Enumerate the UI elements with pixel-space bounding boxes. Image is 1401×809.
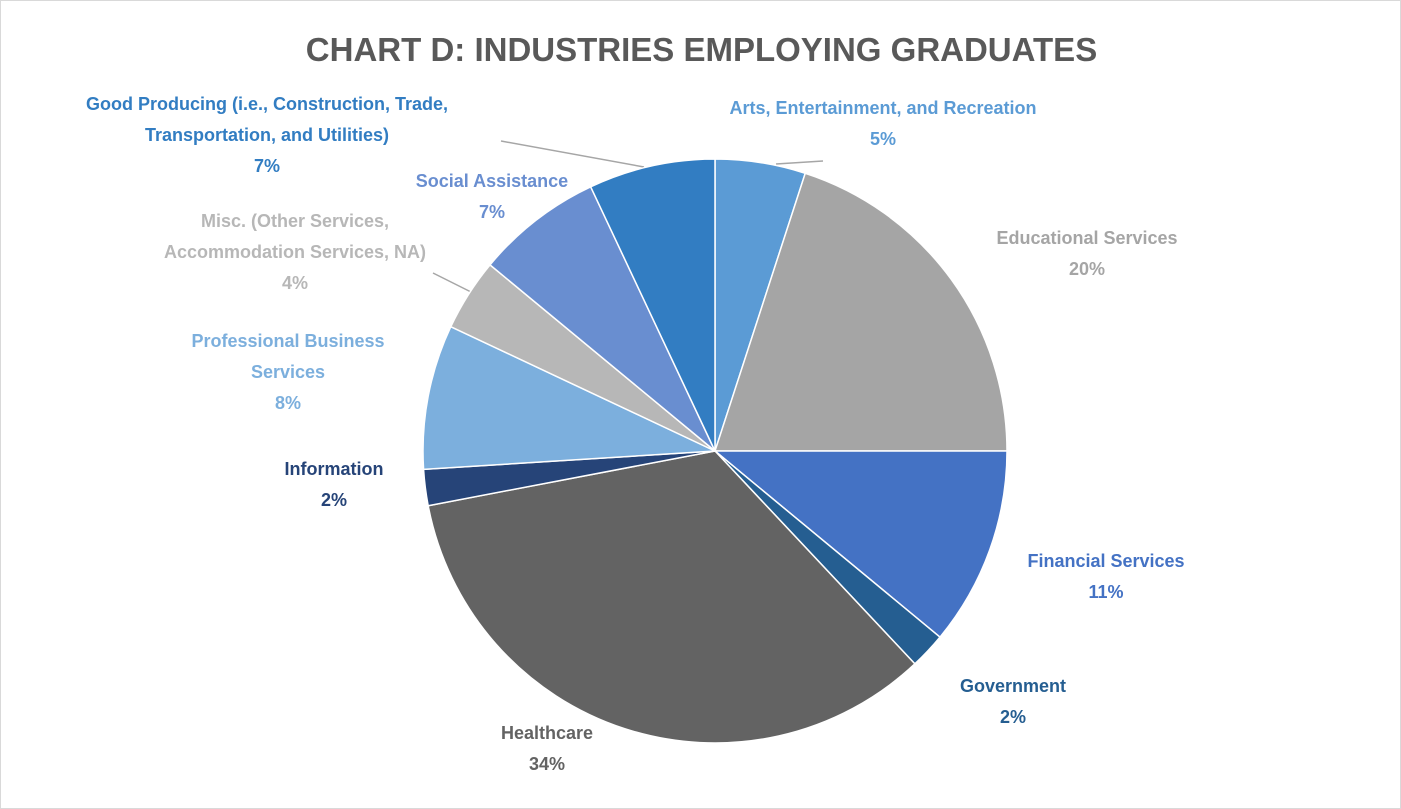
value-label: 20% [1068, 259, 1106, 279]
category-label: Educational Services [996, 228, 1178, 248]
data-label: Social Assistance 7% [392, 166, 592, 228]
value-label: 34% [528, 754, 566, 774]
data-label: Misc. (Other Services, Accommodation Ser… [150, 206, 440, 299]
value-label: 5% [869, 129, 896, 149]
chart-title: CHART D: INDUSTRIES EMPLOYING GRADUATES [305, 31, 1098, 68]
value-label: 4% [281, 273, 308, 293]
pie-slice [427, 450, 916, 744]
pie-slice [712, 450, 1008, 639]
data-label: Educational Services 20% [937, 223, 1237, 285]
category-label: Arts, Entertainment, and Recreation [729, 98, 1037, 118]
data-label: Healthcare 34% [447, 718, 647, 780]
pie-slice [422, 325, 716, 471]
leader-line [775, 160, 824, 165]
data-label: Good Producing (i.e., Construction, Trad… [47, 89, 487, 182]
category-label: Government [959, 676, 1067, 696]
data-label: Financial Services 11% [976, 546, 1236, 608]
pie-slice [589, 158, 716, 452]
category-label: Information [284, 459, 384, 479]
category-label: Misc. (Other Services, Accommodation Ser… [163, 211, 427, 262]
data-label: Government 2% [913, 671, 1113, 733]
data-label: Information 2% [234, 454, 434, 516]
pie-slice [713, 172, 1008, 452]
category-label: Social Assistance [415, 171, 569, 191]
value-label: 8% [274, 393, 301, 413]
value-label: 2% [999, 707, 1026, 727]
leader-lines [432, 140, 824, 294]
value-label: 11% [1088, 582, 1124, 602]
category-label: Good Producing (i.e., Construction, Trad… [85, 94, 448, 145]
data-label: Professional Business Services 8% [173, 326, 403, 419]
category-label: Professional Business Services [191, 331, 385, 382]
value-label: 7% [253, 156, 280, 176]
category-label: Financial Services [1027, 551, 1185, 571]
slices [422, 158, 1008, 744]
value-label: 2% [320, 490, 347, 510]
data-label: Arts, Entertainment, and Recreation 5% [663, 93, 1103, 155]
category-label: Healthcare [500, 723, 594, 743]
leader-line [432, 272, 474, 294]
value-label: 7% [478, 202, 505, 222]
leader-line [500, 140, 645, 168]
pie-slice [488, 185, 716, 452]
